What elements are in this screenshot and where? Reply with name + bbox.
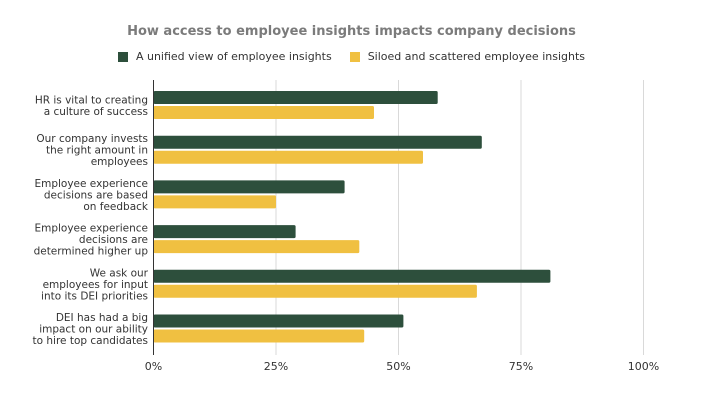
category-label: We ask our employees for input into its DE… — [41, 267, 149, 302]
bar-siloed — [153, 195, 276, 209]
bar-unified — [153, 225, 296, 239]
bar-siloed — [153, 284, 477, 298]
bar-unified — [153, 135, 482, 149]
legend-item-siloed: Siloed and scattered employee insights — [349, 50, 586, 63]
legend-swatch-siloed — [349, 51, 360, 62]
x-tick-label: 50% — [386, 360, 410, 373]
bar-siloed — [153, 106, 374, 119]
bar-unified — [153, 314, 404, 328]
legend-label-siloed: Siloed and scattered employee insights — [367, 50, 586, 63]
bar-unified — [153, 180, 345, 194]
category-label: Employee experience decisions are determin… — [34, 223, 149, 258]
bar-siloed — [153, 240, 360, 254]
bar-unified — [153, 91, 438, 104]
legend-swatch-unified — [117, 51, 128, 62]
legend-label-unified: A unified view of employee insights — [135, 50, 332, 63]
category-label: DEI has had a big impact on our ability to… — [33, 312, 148, 347]
chart-title: How access to employee insights impacts … — [127, 24, 576, 39]
category-label: HR is vital to creating a culture of succ… — [35, 94, 148, 118]
x-tick-label: 75% — [509, 360, 533, 373]
category-label: Our company invests the right amount in em… — [36, 133, 148, 168]
bar-siloed — [153, 329, 365, 343]
legend: A unified view of employee insights Silo… — [0, 50, 703, 63]
x-tick-label: 0% — [145, 360, 162, 373]
bar-unified — [153, 269, 551, 283]
x-tick-label: 100% — [628, 360, 659, 373]
legend-item-unified: A unified view of employee insights — [117, 50, 332, 63]
category-label: Employee experience decisions are based on… — [34, 178, 148, 213]
x-tick-label: 25% — [264, 360, 288, 373]
bar-siloed — [153, 150, 423, 164]
